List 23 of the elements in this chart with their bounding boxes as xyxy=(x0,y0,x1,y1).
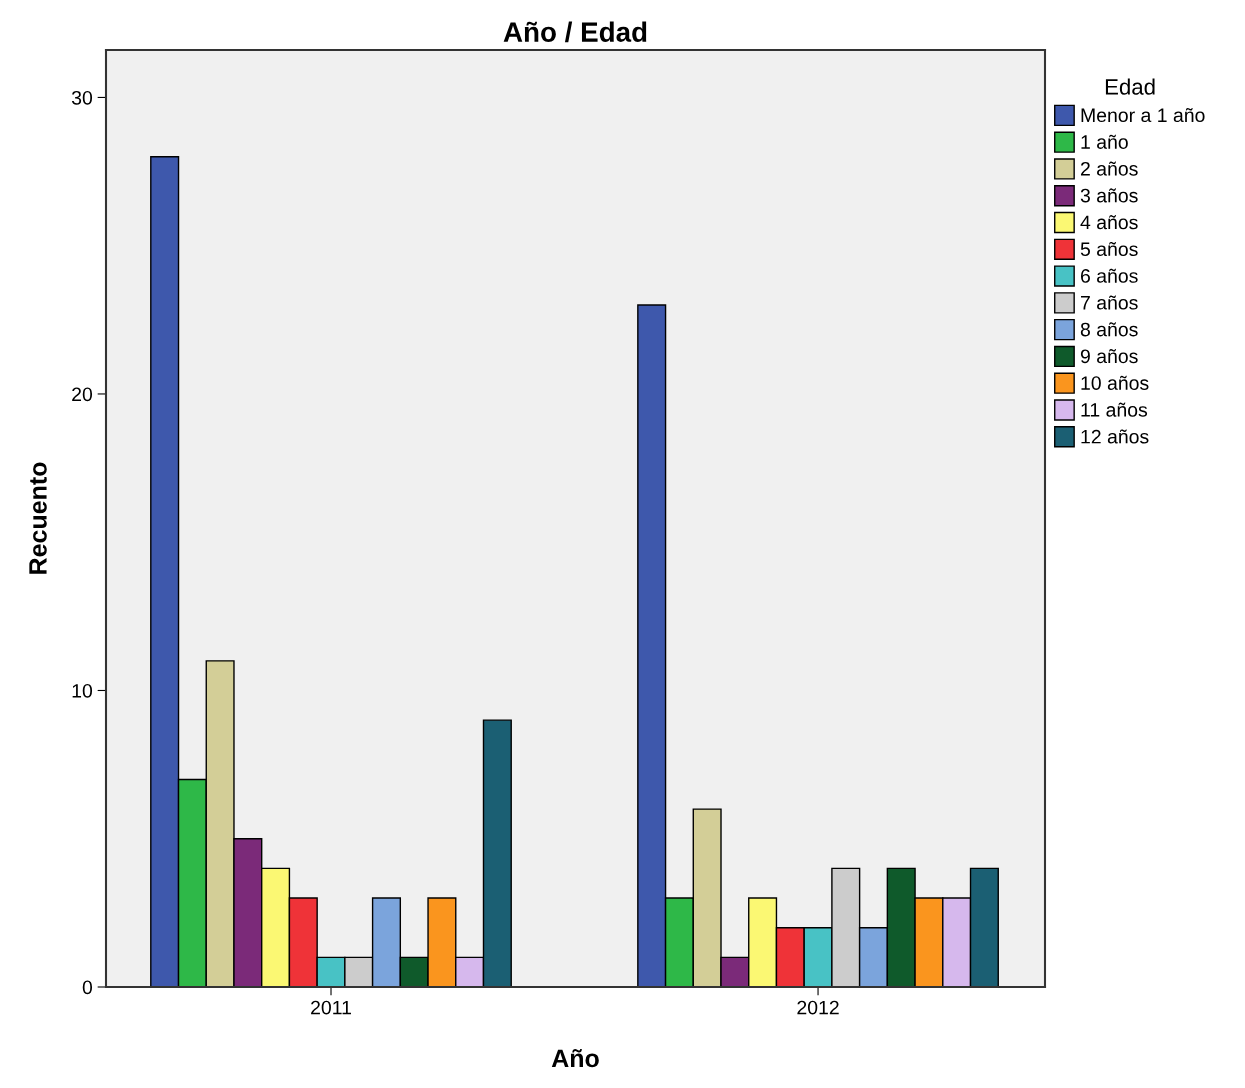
x-axis-title: Año xyxy=(551,1048,599,1068)
legend-label: 3 años xyxy=(1080,188,1138,203)
legend-label: 8 años xyxy=(1080,322,1138,337)
legend-label: 11 años xyxy=(1081,402,1148,417)
legend-label: 2 años xyxy=(1080,161,1138,176)
y-tick-label: 20 xyxy=(72,387,93,402)
legend-label: 9 años xyxy=(1080,349,1138,364)
legend-label: 7 años xyxy=(1081,295,1138,310)
legend-label: 12 años xyxy=(1081,429,1149,444)
x-tick-label: 2012 xyxy=(797,1000,839,1015)
legend-label: 5 años xyxy=(1080,241,1138,257)
x-tick-label: 2011 xyxy=(311,1000,351,1015)
legend-title: Edad xyxy=(1105,78,1155,95)
y-tick-label: 0 xyxy=(82,980,93,995)
chart-title: Año / Edad xyxy=(503,21,647,43)
legend-label: 4 años xyxy=(1080,215,1138,230)
legend-label: 6 años xyxy=(1080,268,1138,283)
y-axis-title: Recuento xyxy=(29,462,47,574)
legend-label: 10 años xyxy=(1081,375,1149,390)
y-tick-label: 10 xyxy=(72,683,93,698)
legend-label: Menor a 1 año xyxy=(1081,107,1205,123)
y-tick-label: 30 xyxy=(71,90,93,105)
legend-label: 1 año xyxy=(1081,134,1128,149)
